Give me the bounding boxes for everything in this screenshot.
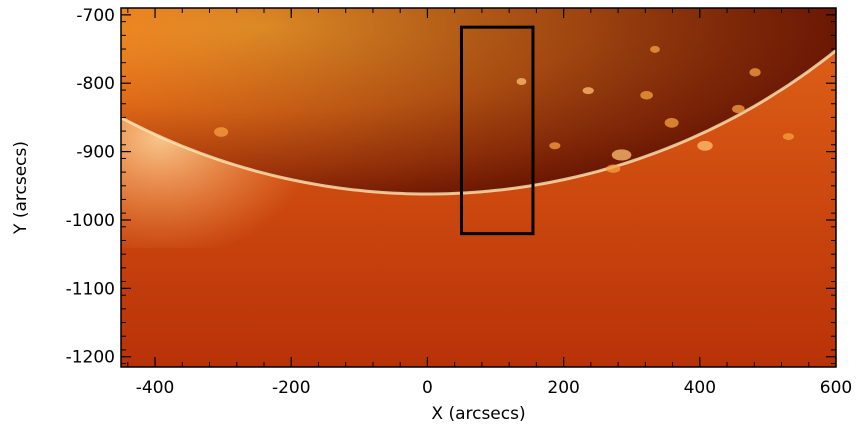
bright-point [611,149,632,161]
bright-point [582,87,594,95]
bright-points [0,45,795,173]
x-tick-label: 400 [684,378,716,398]
bright-point [749,68,761,77]
y-axis: -700 -800 -900 -1000 -1100 -1200 [66,6,836,368]
y-tick-label: -700 [76,6,115,26]
y-tick-label: -900 [76,143,115,163]
bright-point [549,142,561,150]
x-axis: -400 -200 0 200 400 600 [127,8,852,398]
region-of-interest-box [459,25,535,236]
y-tick-label: -1200 [66,348,115,368]
bright-point [640,91,653,100]
solar-limb [121,49,836,196]
y-tick-label: -1000 [66,211,115,231]
y-tick-label: -800 [76,74,115,94]
solar-image [0,8,836,367]
bright-point [664,117,679,128]
bright-point [0,114,1,122]
bright-point [606,164,621,173]
bright-point [650,45,660,53]
bright-point [732,104,745,114]
x-axis-label: X (arcsecs) [431,404,525,424]
x-tick-label: 200 [547,378,579,398]
bright-point [782,133,795,141]
y-axis-label: Y (arcsecs) [11,141,31,235]
x-tick-label: 600 [820,378,852,398]
solar-disk-shade [121,8,836,194]
plot-frame [120,7,837,368]
x-tick-label: 0 [422,378,433,398]
x-tick-label: -400 [136,378,175,398]
bright-point [214,127,229,137]
x-tick-label: -200 [272,378,311,398]
bright-point [697,140,713,151]
y-tick-label: -1100 [66,279,115,299]
bright-point [516,77,527,85]
